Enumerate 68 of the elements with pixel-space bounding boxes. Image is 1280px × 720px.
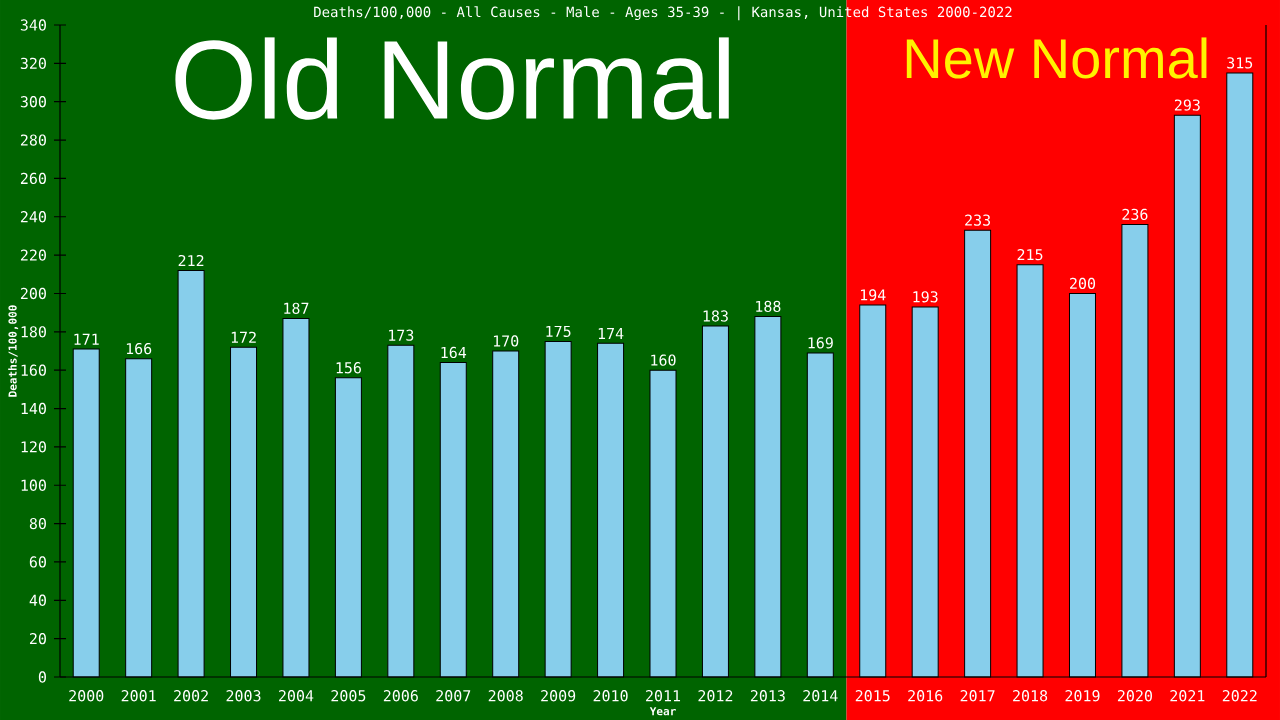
x-tick-label: 2020 bbox=[1117, 690, 1153, 702]
data-label: 160 bbox=[651, 354, 676, 366]
y-tick-label: 60 bbox=[29, 556, 46, 568]
y-tick-label: 300 bbox=[20, 96, 46, 108]
y-tick-label: 80 bbox=[29, 517, 46, 530]
y-axis-title: Deaths/100,000 bbox=[8, 305, 19, 397]
y-tick-label: 240 bbox=[20, 211, 46, 223]
y-tick-label: 220 bbox=[20, 249, 46, 261]
x-tick-label: 2006 bbox=[383, 690, 418, 702]
data-label: 175 bbox=[546, 325, 571, 338]
y-tick-label: 280 bbox=[20, 134, 46, 146]
y-tick-label: 340 bbox=[20, 19, 46, 31]
x-tick-label: 2000 bbox=[69, 690, 104, 702]
y-tick-label: 140 bbox=[21, 402, 46, 415]
y-tick-label: 20 bbox=[29, 632, 46, 645]
y-tick-label: 260 bbox=[20, 172, 46, 185]
data-label: 212 bbox=[178, 254, 204, 267]
y-tick-label: 320 bbox=[20, 57, 46, 70]
data-label: 164 bbox=[441, 346, 467, 359]
x-tick-label: 2015 bbox=[855, 690, 890, 702]
data-label: 215 bbox=[1017, 248, 1043, 261]
x-tick-label: 2002 bbox=[174, 690, 208, 702]
data-label: 188 bbox=[756, 300, 781, 313]
x-tick-label: 2021 bbox=[1170, 690, 1205, 702]
data-label: 233 bbox=[965, 214, 991, 226]
data-label: 315 bbox=[1227, 57, 1253, 69]
x-tick-label: 2009 bbox=[541, 690, 576, 702]
x-tick-label: 2012 bbox=[698, 690, 733, 702]
x-tick-label: 2001 bbox=[121, 690, 156, 702]
y-tick-label: 180 bbox=[21, 326, 46, 338]
data-label: 173 bbox=[389, 329, 414, 341]
x-tick-label: 2017 bbox=[960, 690, 995, 702]
band-label: New Normal bbox=[906, 37, 1207, 79]
data-label: 194 bbox=[860, 289, 886, 301]
x-tick-label: 2003 bbox=[226, 690, 261, 702]
x-axis-title: Year bbox=[649, 707, 676, 716]
y-tick-label: 120 bbox=[21, 441, 46, 453]
data-label: 170 bbox=[493, 335, 519, 347]
data-label: 174 bbox=[598, 328, 624, 339]
x-tick-label: 2013 bbox=[750, 690, 785, 702]
x-tick-label: 2005 bbox=[331, 690, 366, 702]
data-label: 171 bbox=[74, 333, 99, 345]
data-label: 187 bbox=[284, 302, 309, 315]
x-tick-label: 2004 bbox=[279, 690, 314, 702]
x-tick-label: 2008 bbox=[488, 690, 523, 702]
x-tick-label: 2007 bbox=[436, 690, 471, 702]
x-tick-label: 2019 bbox=[1065, 690, 1100, 702]
data-label: 166 bbox=[126, 342, 152, 355]
data-label: 172 bbox=[231, 331, 256, 343]
data-label: 200 bbox=[1070, 277, 1096, 290]
y-tick-label: 0 bbox=[38, 671, 46, 683]
band-label: Old Normal bbox=[175, 37, 729, 120]
data-label: 156 bbox=[336, 362, 361, 374]
x-tick-label: 2022 bbox=[1222, 690, 1257, 702]
y-tick-label: 100 bbox=[21, 479, 46, 491]
x-tick-label: 2014 bbox=[803, 690, 838, 702]
y-tick-label: 200 bbox=[20, 287, 46, 300]
x-tick-label: 2016 bbox=[908, 690, 943, 702]
data-label: 169 bbox=[808, 337, 833, 349]
y-tick-label: 160 bbox=[21, 364, 46, 376]
y-tick-label: 40 bbox=[29, 594, 46, 606]
data-label: 183 bbox=[703, 310, 728, 322]
x-tick-label: 2011 bbox=[646, 690, 681, 702]
data-label: 236 bbox=[1122, 208, 1148, 221]
data-label: 293 bbox=[1174, 99, 1200, 111]
data-label: 193 bbox=[913, 291, 938, 303]
x-tick-label: 2018 bbox=[1013, 690, 1048, 702]
x-tick-label: 2010 bbox=[593, 690, 628, 702]
